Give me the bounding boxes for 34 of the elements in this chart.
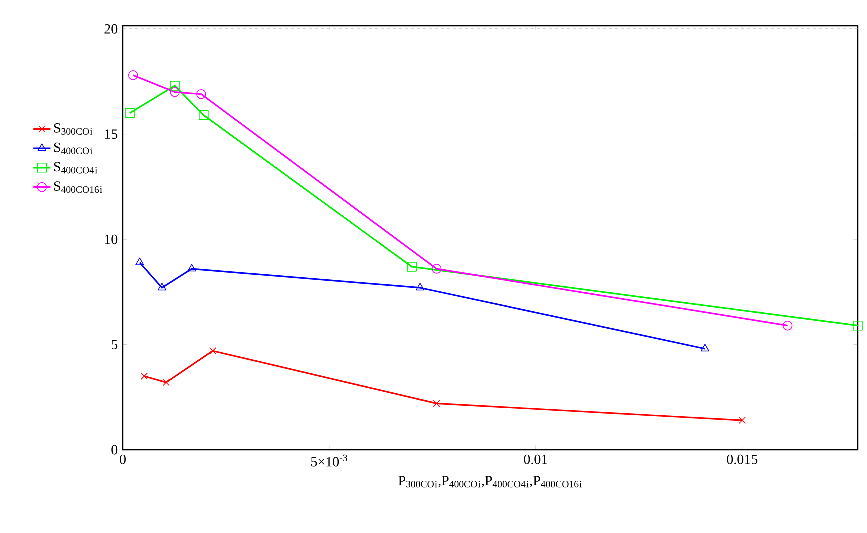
x-tick-label: 0 [120,454,126,464]
point [432,264,442,274]
y-tick-label: 5 [112,340,118,350]
point [700,344,710,352]
point [199,110,209,120]
legend-label: S$_{400CO16i}$ [54,182,102,194]
point [196,89,206,100]
point [140,372,148,380]
y-tick-label: 10 [105,234,118,244]
point [188,264,196,272]
x-tick-label: 0.015 [727,454,758,464]
point [853,320,863,331]
point [170,81,180,91]
point [782,320,793,331]
x-axis-title: P$_{300COi}$,P$_{400COi}$,P$_{400CO4i}$,P$_{400CO16i}$ [398,476,582,488]
point [433,400,440,408]
legend-label: S$_{400COi}$ [54,142,93,154]
point [170,87,180,98]
point [416,283,425,291]
legend-label: S$_{300COi}$ [54,123,93,135]
legend-label: S$_{400CO4i}$ [54,162,98,174]
point [125,108,135,118]
point [128,70,138,80]
y-tick-label: 20 [104,24,118,34]
y-tick-label: 0 [112,445,118,455]
x-tick-label: 0.01 [524,454,548,464]
point [407,262,417,272]
point [738,416,746,424]
point [158,283,167,291]
point [209,348,217,355]
point [136,258,144,266]
y-tick-label: 15 [105,130,118,140]
x-tick-label: 5×10$^{-3}$ [312,454,348,467]
point [162,379,170,386]
